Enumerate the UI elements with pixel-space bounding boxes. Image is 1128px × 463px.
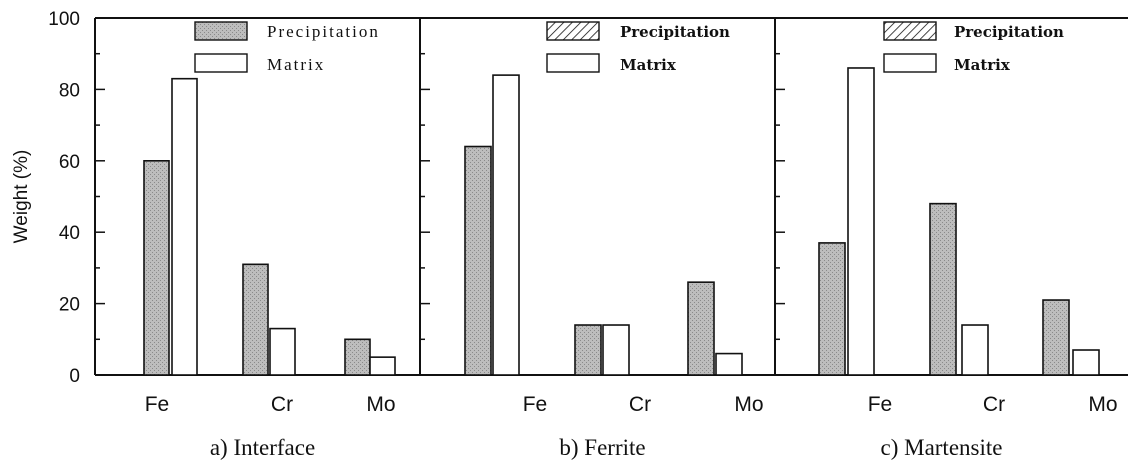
legend-label-matrix: Matrix — [620, 56, 677, 74]
bar-precipitation-mo — [344, 338, 371, 376]
x-category-label: Cr — [629, 393, 651, 416]
y-tick-label: 40 — [59, 223, 80, 244]
bar-matrix-mo — [1072, 349, 1100, 376]
bar-matrix-cr — [961, 324, 989, 376]
x-category-label: Mo — [366, 393, 395, 416]
x-category-label: Fe — [868, 393, 893, 416]
x-category-label: Mo — [734, 393, 763, 416]
legend-swatch-matrix — [883, 53, 937, 73]
bar-precipitation-mo — [687, 281, 715, 376]
y-tick-label: 80 — [59, 80, 80, 101]
legend-label-matrix: Matrix — [267, 55, 325, 74]
bar-precipitation-fe — [818, 242, 846, 376]
bar-matrix-fe — [171, 77, 198, 376]
legend-swatch-precipitation — [546, 21, 600, 41]
bar-precipitation-fe — [464, 145, 492, 376]
bar-matrix-cr — [602, 324, 630, 376]
x-category-label: Fe — [145, 393, 170, 416]
legend-label-precipitation: Precipitation — [267, 22, 380, 41]
panel-caption: b) Ferrite — [559, 435, 645, 460]
legend-swatch-precipitation — [194, 21, 248, 41]
bar-precipitation-cr — [929, 202, 957, 376]
bar-matrix-mo — [715, 352, 743, 376]
y-axis-label: Weight (%) — [11, 150, 32, 244]
x-category-label: Cr — [271, 393, 293, 416]
x-category-label: Cr — [983, 393, 1005, 416]
legend-swatch-precipitation — [883, 21, 937, 41]
x-category-label: Fe — [523, 393, 548, 416]
bar-precipitation-fe — [143, 160, 170, 376]
bar-precipitation-cr — [242, 263, 269, 376]
legend-swatch-matrix — [194, 53, 248, 73]
bar-matrix-mo — [369, 356, 396, 376]
panel-caption: c) Martensite — [881, 435, 1003, 460]
y-tick-label: 0 — [69, 366, 80, 387]
bar-matrix-cr — [269, 327, 296, 376]
bar-matrix-fe — [492, 74, 520, 376]
bar-matrix-fe — [847, 67, 875, 376]
legend-swatch-matrix — [546, 53, 600, 73]
y-tick-label: 20 — [59, 295, 80, 316]
y-tick-label: 60 — [59, 152, 80, 173]
bar-precipitation-cr — [574, 324, 602, 376]
y-tick-label: 100 — [48, 9, 80, 30]
bar-precipitation-mo — [1042, 299, 1070, 376]
legend-label-precipitation: Precipitation — [954, 23, 1064, 41]
legend-label-matrix: Matrix — [954, 56, 1011, 74]
panel-caption: a) Interface — [210, 435, 315, 460]
x-category-label: Mo — [1088, 393, 1117, 416]
legend-label-precipitation: Precipitation — [620, 23, 730, 41]
